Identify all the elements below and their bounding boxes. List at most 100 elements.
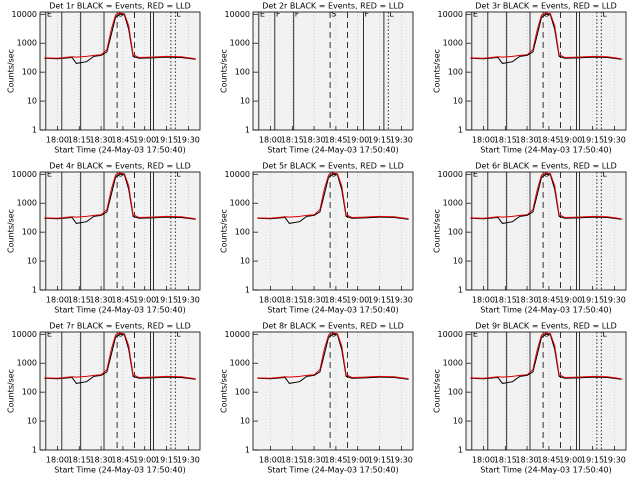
x-tick-label: 18:45: [111, 136, 134, 145]
y-tick-label: 100: [235, 228, 250, 237]
series-line: [257, 332, 409, 380]
x-tick-label: 19:15: [155, 456, 178, 465]
event-label: E: [47, 10, 52, 19]
event-label: F: [295, 10, 300, 19]
event-label: S: [331, 10, 336, 19]
series-line: [470, 12, 622, 60]
y-tick-label: 10: [240, 97, 250, 106]
y-tick-label: 10: [453, 417, 463, 426]
x-tick-label: 18:30: [516, 456, 539, 465]
x-axis-label: Start Time (24-May-03 17:50:40): [54, 466, 185, 475]
chart-title: Det 5r BLACK = Events, RED = LLD: [262, 162, 404, 171]
x-tick-label: 19:30: [603, 296, 626, 305]
plot-area: [466, 172, 626, 290]
chart-title: Det 3r BLACK = Events, RED = LLD: [475, 2, 617, 11]
x-tick-label: 18:45: [537, 136, 560, 145]
y-tick-label: 1000: [17, 39, 37, 48]
chart-title: Det 1r BLACK = Events, RED = LLD: [49, 2, 191, 11]
y-tick-label: 100: [235, 388, 250, 397]
x-tick-label: 18:45: [537, 296, 560, 305]
plot-area: [253, 12, 413, 130]
series-line: [470, 332, 622, 380]
y-axis-label: Counts/sec: [7, 369, 16, 413]
y-axis-label: Counts/sec: [220, 369, 229, 413]
x-tick-label: 19:00: [559, 136, 582, 145]
y-tick-label: 10000: [438, 330, 463, 339]
y-tick-label: 100: [235, 68, 250, 77]
series-line: [44, 172, 196, 220]
x-tick-label: 19:30: [603, 136, 626, 145]
plot-content: S: [257, 172, 409, 290]
event-label: E: [473, 170, 478, 179]
x-tick-label: 18:15: [281, 136, 304, 145]
x-axis-label: Start Time (24-May-03 17:50:40): [267, 466, 398, 475]
x-tick-label: 18:30: [303, 136, 326, 145]
y-tick-label: 10: [453, 97, 463, 106]
chart-title: Det 2r BLACK = Events, RED = LLD: [262, 2, 404, 11]
plot-content: S: [257, 330, 409, 450]
x-tick-label: 18:30: [90, 456, 113, 465]
event-label: S: [544, 330, 549, 339]
event-label: S: [544, 170, 549, 179]
series-line: [257, 173, 409, 224]
y-tick-label: 1000: [443, 39, 463, 48]
event-label: F: [276, 10, 281, 19]
event-label: S: [331, 330, 336, 339]
y-tick-label: 10000: [438, 170, 463, 179]
plot-area: [40, 172, 200, 290]
x-tick-label: 19:00: [133, 136, 156, 145]
x-axis-label: Start Time (24-May-03 17:50:40): [54, 306, 185, 315]
y-tick-label: 10000: [12, 330, 37, 339]
series-line: [44, 333, 196, 384]
event-label: E: [47, 170, 52, 179]
y-tick-label: 10000: [12, 10, 37, 19]
y-tick-label: 1000: [17, 359, 37, 368]
x-tick-label: 18:45: [324, 456, 347, 465]
x-tick-label: 19:00: [346, 136, 369, 145]
x-tick-label: 18:45: [537, 456, 560, 465]
event-label: E: [473, 10, 478, 19]
y-tick-label: 1: [458, 446, 463, 455]
plot-frame: [465, 331, 627, 451]
x-axis-label: Start Time (24-May-03 17:50:40): [54, 146, 185, 155]
plot-frame: [39, 171, 201, 291]
x-tick-label: 18:00: [46, 136, 69, 145]
event-label: L: [602, 10, 607, 19]
y-tick-label: 100: [448, 388, 463, 397]
y-axis-label: Counts/sec: [7, 209, 16, 253]
chart-title: Det 9r BLACK = Events, RED = LLD: [475, 322, 617, 331]
x-tick-label: 19:30: [177, 456, 200, 465]
x-tick-label: 18:00: [259, 456, 282, 465]
plot-area: [40, 12, 200, 130]
event-label: E: [260, 10, 265, 19]
y-tick-label: 10: [27, 257, 37, 266]
x-tick-label: 19:15: [368, 296, 391, 305]
y-tick-label: 1: [32, 126, 37, 135]
x-tick-label: 18:15: [281, 296, 304, 305]
x-tick-label: 19:00: [133, 296, 156, 305]
event-label: E: [473, 330, 478, 339]
chart-title: Det 7r BLACK = Events, RED = LLD: [49, 322, 191, 331]
plot-frame: [252, 331, 414, 451]
event-label: L: [176, 170, 181, 179]
x-tick-label: 19:00: [559, 296, 582, 305]
y-tick-label: 1: [32, 286, 37, 295]
plot-frame: [39, 331, 201, 451]
plot-area: [253, 172, 413, 290]
x-tick-label: 18:45: [111, 296, 134, 305]
y-axis-label: Counts/sec: [220, 209, 229, 253]
event-label: L: [602, 330, 607, 339]
chart-title: Det 6r BLACK = Events, RED = LLD: [475, 162, 617, 171]
y-tick-label: 10000: [438, 10, 463, 19]
x-tick-label: 18:00: [259, 296, 282, 305]
event-label: S: [118, 170, 123, 179]
x-axis-label: Start Time (24-May-03 17:50:40): [480, 306, 611, 315]
y-axis-label: Counts/sec: [433, 209, 442, 253]
x-tick-label: 19:15: [581, 296, 604, 305]
x-tick-label: 19:15: [581, 456, 604, 465]
series-line: [44, 12, 196, 60]
